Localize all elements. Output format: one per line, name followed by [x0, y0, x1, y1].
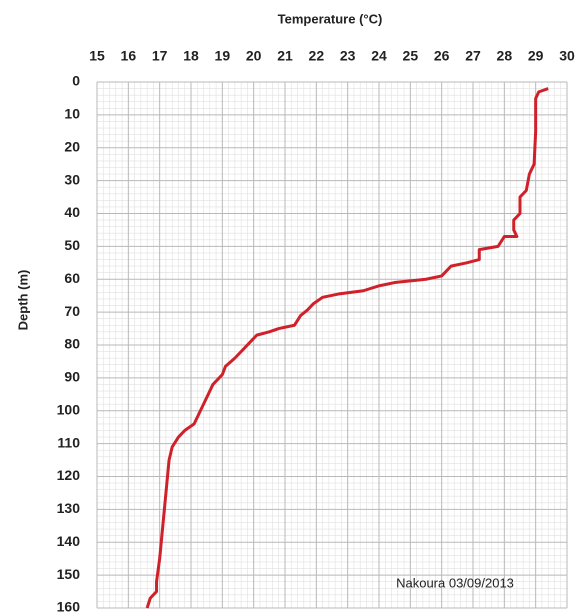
- y-tick-label: 160: [57, 599, 81, 615]
- y-tick-label: 40: [64, 204, 80, 220]
- x-tick-label: 23: [340, 48, 356, 64]
- y-tick-label: 50: [64, 237, 80, 253]
- chart-title: Temperature (°C): [278, 11, 383, 26]
- y-tick-label: 20: [64, 138, 80, 154]
- y-tick-label: 150: [57, 566, 81, 582]
- y-tick-label: 100: [57, 401, 81, 417]
- y-tick-label: 10: [64, 106, 80, 122]
- y-tick-label: 140: [57, 533, 81, 549]
- x-tick-label: 30: [559, 48, 575, 64]
- x-tick-label: 24: [371, 48, 387, 64]
- x-tick-label: 20: [246, 48, 262, 64]
- x-tick-label: 29: [528, 48, 544, 64]
- x-tick-label: 18: [183, 48, 199, 64]
- y-tick-label: 60: [64, 270, 80, 286]
- y-tick-label: 120: [57, 467, 81, 483]
- x-tick-label: 28: [497, 48, 513, 64]
- y-tick-label: 70: [64, 303, 80, 319]
- temperature-line: [145, 87, 549, 609]
- x-tick-label: 15: [89, 48, 105, 64]
- y-tick-label: 90: [64, 369, 80, 385]
- y-tick-label: 30: [64, 171, 80, 187]
- x-tick-label: 22: [309, 48, 325, 64]
- y-axis-label: Depth (m): [15, 270, 30, 331]
- y-tick-label: 80: [64, 336, 80, 352]
- y-tick-label: 0: [72, 73, 80, 89]
- x-tick-label: 16: [121, 48, 137, 64]
- x-tick-label: 17: [152, 48, 168, 64]
- x-tick-label: 27: [465, 48, 481, 64]
- x-tick-label: 19: [215, 48, 231, 64]
- x-tick-label: 25: [403, 48, 419, 64]
- x-tick-label: 26: [434, 48, 450, 64]
- y-tick-label: 110: [57, 434, 80, 450]
- y-tick-label: 130: [57, 500, 81, 516]
- annotation: Nakoura 03/09/2013: [396, 575, 514, 590]
- x-tick-label: 21: [277, 48, 293, 64]
